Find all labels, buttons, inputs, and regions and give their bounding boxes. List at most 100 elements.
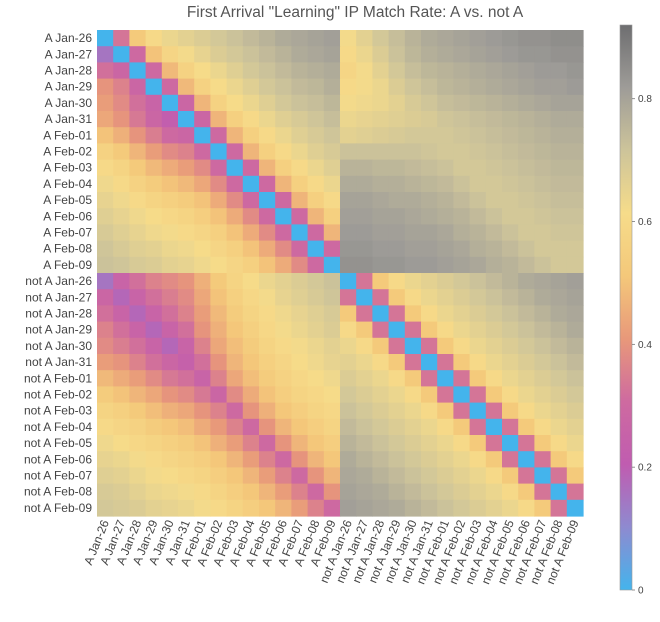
heatmap-cell [502, 143, 519, 161]
heatmap-cell [550, 62, 568, 80]
heatmap-cell [518, 483, 535, 501]
heatmap-cell [291, 499, 309, 517]
heatmap-cell [161, 305, 179, 323]
heatmap-cell [437, 451, 454, 468]
heatmap-cell [129, 402, 147, 420]
heatmap-cell [518, 370, 535, 387]
heatmap-cell [453, 94, 471, 112]
heatmap-cell [340, 208, 357, 225]
heatmap-cell [502, 208, 519, 225]
heatmap-cell [226, 354, 244, 371]
heatmap-cell [534, 321, 552, 339]
heatmap-cell [291, 192, 309, 209]
heatmap-cell [210, 467, 228, 485]
heatmap-cell [340, 175, 357, 193]
heatmap-cell [259, 370, 276, 387]
heatmap-cell [161, 192, 179, 209]
heatmap-cell [485, 127, 503, 144]
heatmap-cell [210, 451, 228, 468]
heatmap-cell [437, 111, 454, 128]
heatmap-cell [291, 273, 309, 290]
heatmap-cell [404, 402, 422, 420]
heatmap-cell [388, 435, 406, 452]
heatmap-cell [194, 289, 211, 306]
heatmap-cell [372, 94, 390, 112]
heatmap-cell [404, 256, 422, 274]
heatmap-cell [372, 192, 390, 209]
heatmap-cell [421, 46, 438, 63]
heatmap-cell [161, 143, 179, 161]
heatmap-cell [145, 370, 163, 387]
heatmap-cell [275, 354, 292, 371]
heatmap-cell [356, 256, 373, 274]
heatmap-cell [404, 305, 422, 323]
heatmap-cell [453, 46, 471, 63]
heatmap-cell [469, 78, 487, 96]
heatmap-cell [113, 240, 130, 258]
heatmap-cell [145, 46, 163, 63]
heatmap-cell [226, 175, 244, 193]
heatmap-cell [113, 46, 130, 63]
heatmap-cell [129, 175, 147, 193]
heatmap-cell [194, 305, 211, 323]
heatmap-cell [275, 483, 292, 501]
heatmap-cell [356, 46, 373, 63]
row-label: not A Jan-28 [25, 307, 92, 321]
heatmap-cell [145, 305, 163, 323]
heatmap-cell [145, 289, 163, 306]
heatmap-cell [421, 159, 438, 177]
row-label: A Feb-01 [43, 128, 92, 142]
heatmap-cell [242, 46, 260, 63]
heatmap-cell [145, 192, 163, 209]
heatmap-cell [113, 418, 130, 436]
heatmap-cell [275, 30, 292, 47]
heatmap-cell [421, 94, 438, 112]
heatmap-cell [178, 354, 195, 371]
heatmap-cell [275, 208, 292, 225]
heatmap-cell [550, 30, 568, 47]
heatmap-cell [356, 499, 373, 517]
heatmap-cell [194, 321, 211, 339]
heatmap-cell [518, 402, 535, 420]
heatmap-cell [485, 354, 503, 371]
heatmap-cell [388, 305, 406, 323]
heatmap-cell [307, 337, 325, 355]
heatmap-cell [469, 273, 487, 290]
heatmap-cell [323, 192, 341, 209]
heatmap-cell [518, 159, 535, 177]
heatmap-cell [469, 418, 487, 436]
heatmap-cell [340, 256, 357, 274]
heatmap-cell [534, 224, 552, 242]
heatmap-cell [145, 62, 163, 80]
heatmap-cell [437, 159, 454, 177]
heatmap-cell [194, 240, 211, 258]
heatmap-cell [356, 159, 373, 177]
heatmap-cell [550, 256, 568, 274]
heatmap-cell [291, 46, 309, 63]
heatmap-cell [275, 337, 292, 355]
heatmap-cell [550, 224, 568, 242]
heatmap-cell [534, 143, 552, 161]
heatmap-cell [356, 337, 373, 355]
heatmap-cell [178, 30, 195, 47]
heatmap-cell [340, 418, 357, 436]
heatmap-cell [485, 370, 503, 387]
heatmap-cell [259, 175, 276, 193]
heatmap-cell [518, 224, 535, 242]
heatmap-cell [550, 208, 568, 225]
heatmap-cell [97, 78, 114, 96]
heatmap-cell [323, 46, 341, 63]
heatmap-cell [226, 337, 244, 355]
heatmap-cell [226, 273, 244, 290]
heatmap-cell [518, 451, 535, 468]
heatmap-cell [226, 159, 244, 177]
row-label: not A Jan-29 [25, 323, 92, 337]
heatmap-cell [242, 30, 260, 47]
heatmap-cell [178, 224, 195, 242]
heatmap-cell [113, 208, 130, 225]
heatmap-cell [97, 386, 114, 404]
heatmap-cell [129, 143, 147, 161]
heatmap-cell [453, 483, 471, 501]
heatmap-cell [194, 402, 211, 420]
heatmap-cell [145, 499, 163, 517]
